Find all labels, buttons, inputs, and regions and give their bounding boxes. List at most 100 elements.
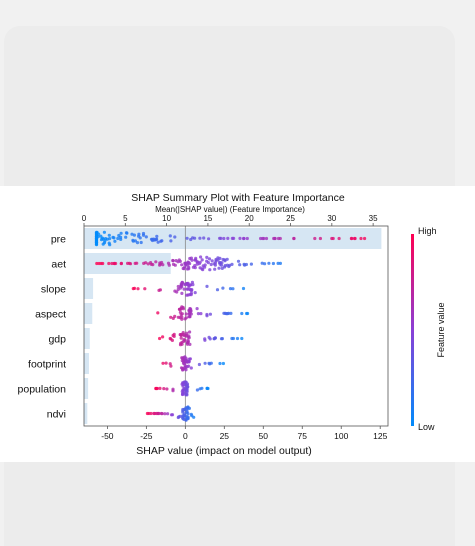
bottom-card bbox=[4, 462, 455, 546]
top-tick-label: 15 bbox=[203, 214, 212, 223]
shap-point-slope bbox=[180, 291, 184, 295]
shap-point-aet bbox=[260, 261, 264, 265]
shap-point-pre bbox=[116, 236, 120, 241]
feature-label-aet: aet bbox=[51, 259, 66, 271]
shap-point-ndvi bbox=[166, 412, 170, 416]
shap-point-pre bbox=[119, 237, 123, 241]
shap-point-pre bbox=[94, 232, 99, 236]
shap-point-footprint bbox=[184, 359, 189, 363]
shap-point-population bbox=[171, 387, 175, 391]
shap-point-pre bbox=[135, 241, 140, 245]
shap-point-aspect bbox=[188, 307, 192, 311]
shap-point-aet bbox=[158, 263, 162, 267]
x-axis-label: SHAP value (impact on model output) bbox=[136, 445, 311, 457]
shap-point-aspect bbox=[222, 311, 226, 315]
shap-point-footprint bbox=[221, 361, 225, 366]
importance-bar-ndvi bbox=[84, 403, 88, 424]
shap-point-pre bbox=[124, 235, 128, 239]
shap-point-gdp bbox=[182, 339, 186, 343]
x-tick-label: 50 bbox=[259, 431, 269, 441]
shap-point-aet bbox=[181, 266, 185, 271]
shap-point-aet bbox=[221, 257, 225, 262]
shap-point-aet bbox=[186, 263, 190, 267]
shap-point-population bbox=[185, 393, 189, 397]
shap-point-aet bbox=[194, 256, 198, 260]
shap-point-pre bbox=[359, 236, 363, 241]
shap-point-aet bbox=[135, 261, 139, 265]
shap-point-aet bbox=[217, 266, 221, 270]
shap-point-pre bbox=[99, 234, 103, 238]
plot-frame bbox=[83, 225, 389, 427]
shap-point-gdp bbox=[180, 332, 184, 336]
shap-point-aet bbox=[267, 261, 271, 265]
shap-point-pre bbox=[313, 236, 317, 241]
shap-point-aspect bbox=[181, 305, 185, 310]
shap-point-gdp bbox=[188, 342, 192, 346]
shap-point-pre bbox=[131, 239, 135, 243]
shap-point-aet bbox=[278, 261, 282, 265]
shap-point-ndvi bbox=[186, 417, 190, 421]
shap-point-slope bbox=[186, 282, 190, 287]
shap-point-pre bbox=[104, 237, 108, 241]
shap-point-aspect bbox=[171, 316, 175, 320]
shap-point-gdp bbox=[168, 336, 172, 341]
shap-point-footprint bbox=[164, 361, 168, 365]
top-tick-label: 10 bbox=[162, 214, 171, 223]
shap-point-aspect bbox=[188, 314, 192, 318]
shap-point-aet bbox=[160, 260, 164, 265]
shap-point-slope bbox=[190, 280, 194, 284]
shap-point-aspect bbox=[229, 311, 233, 315]
shap-summary-figure: SHAP Summary Plot with Feature Importanc… bbox=[0, 186, 475, 462]
shap-point-footprint bbox=[203, 361, 207, 365]
x-tick-label: -50 bbox=[101, 431, 114, 441]
shap-point-aet bbox=[223, 264, 227, 268]
shap-point-aet bbox=[249, 262, 253, 266]
shap-point-slope bbox=[190, 288, 194, 292]
shap-point-pre bbox=[117, 233, 121, 238]
shap-point-pre bbox=[226, 236, 230, 240]
top-card bbox=[4, 26, 455, 191]
shap-point-gdp bbox=[220, 337, 224, 341]
shap-point-aet bbox=[199, 255, 203, 259]
shap-point-population bbox=[162, 387, 166, 391]
chart-title: SHAP Summary Plot with Feature Importanc… bbox=[131, 192, 345, 204]
shap-point-ndvi bbox=[163, 412, 167, 416]
shap-point-aet bbox=[242, 262, 246, 266]
shap-point-pre bbox=[155, 237, 159, 241]
shap-point-gdp bbox=[179, 336, 183, 340]
shap-point-population bbox=[154, 386, 159, 391]
top-tick-label: 20 bbox=[245, 214, 254, 223]
shap-point-pre bbox=[168, 234, 172, 238]
shap-point-slope bbox=[176, 284, 180, 289]
shap-point-aspect bbox=[188, 312, 192, 316]
shap-point-aet bbox=[167, 263, 171, 267]
shap-point-aet bbox=[208, 268, 212, 272]
shap-point-aet bbox=[200, 258, 204, 262]
shap-point-pre bbox=[242, 236, 246, 241]
shap-point-ndvi bbox=[159, 411, 164, 416]
shap-point-aet bbox=[218, 256, 222, 260]
shap-point-aet bbox=[101, 261, 105, 266]
shap-point-aet bbox=[210, 259, 214, 263]
shap-point-aet bbox=[110, 261, 114, 266]
shap-point-pre bbox=[261, 236, 265, 241]
shap-point-population bbox=[181, 392, 185, 396]
colorbar-high-label: High bbox=[418, 226, 437, 236]
shap-point-ndvi bbox=[182, 414, 186, 418]
shap-point-footprint bbox=[182, 362, 186, 366]
shap-point-aspect bbox=[180, 317, 184, 321]
shap-point-population bbox=[200, 386, 204, 390]
shap-point-aet bbox=[220, 266, 224, 270]
shap-point-slope bbox=[179, 282, 183, 286]
shap-point-aspect bbox=[246, 311, 250, 316]
shap-point-pre bbox=[272, 236, 276, 241]
shap-point-footprint bbox=[189, 366, 193, 370]
shap-point-ndvi bbox=[181, 409, 185, 413]
importance-bar-slope bbox=[84, 278, 94, 299]
colorbar bbox=[411, 234, 414, 426]
shap-point-aspect bbox=[180, 315, 184, 319]
shap-point-pre bbox=[198, 236, 202, 240]
shap-point-gdp bbox=[185, 341, 189, 345]
shap-point-aet bbox=[149, 261, 153, 265]
shap-point-slope bbox=[143, 287, 147, 291]
